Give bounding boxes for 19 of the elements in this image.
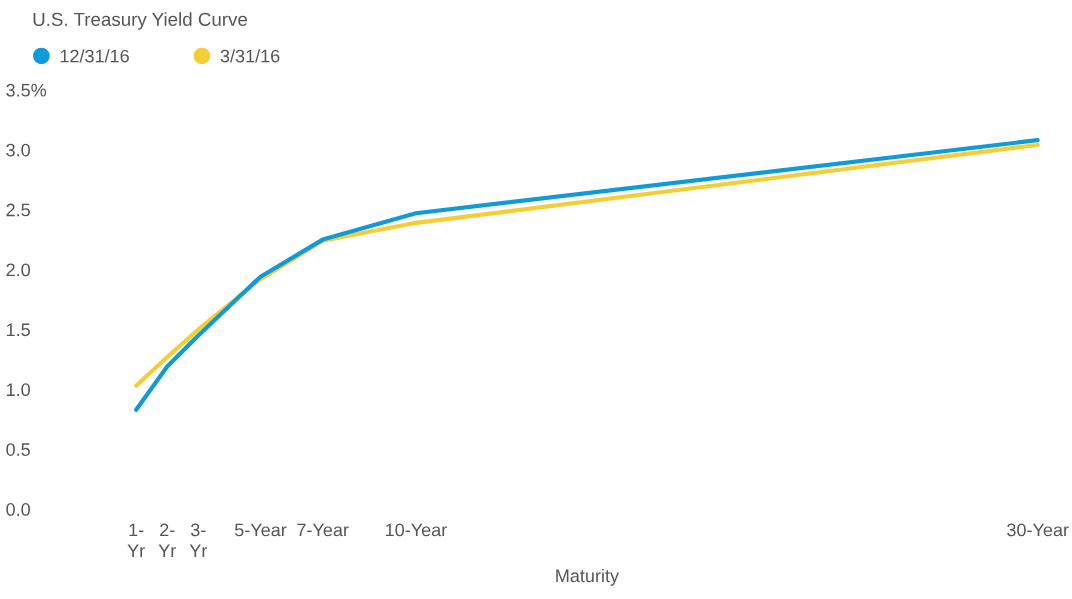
x-tick-label: 10-Year — [386, 523, 447, 537]
y-tick-label: 0.0 — [6, 503, 30, 516]
x-axis-title: Maturity — [556, 568, 619, 586]
x-tick-label: 7-Year — [297, 523, 349, 537]
y-tick-label: 1.5 — [6, 323, 30, 337]
legend-label: 3/31/16 — [220, 49, 280, 63]
y-tick-label: 3.5% — [6, 83, 47, 97]
x-tick-label: 3- Yr — [189, 523, 208, 557]
y-tick-label: 3.0 — [6, 143, 30, 157]
y-tick-label: 2.0 — [6, 263, 30, 277]
x-tick-label: 2- Yr — [158, 523, 176, 557]
chart-title: U.S. Treasury Yield Curve — [33, 12, 248, 30]
x-tick-label: 5-Year — [234, 523, 287, 537]
y-tick-label: 1.0 — [6, 383, 30, 397]
legend-label: 12/31/16 — [60, 49, 129, 63]
y-tick-label: 2.5 — [6, 203, 30, 217]
x-tick-label: 30-Year — [1007, 523, 1069, 537]
y-tick-label: 0.5 — [6, 443, 30, 456]
x-tick-label: 1- Yr — [127, 523, 145, 557]
